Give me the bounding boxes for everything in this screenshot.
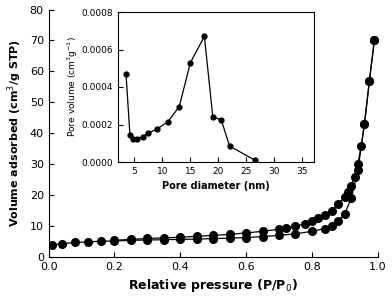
Y-axis label: Pore volume (cm$^3$g$^{-1}$): Pore volume (cm$^3$g$^{-1}$) <box>65 37 80 137</box>
X-axis label: Pore diameter (nm): Pore diameter (nm) <box>162 182 269 191</box>
Y-axis label: Volume adsorbed (cm$^3$/g STP): Volume adsorbed (cm$^3$/g STP) <box>5 39 24 227</box>
X-axis label: Relative pressure (P/P$_0$): Relative pressure (P/P$_0$) <box>128 278 298 294</box>
